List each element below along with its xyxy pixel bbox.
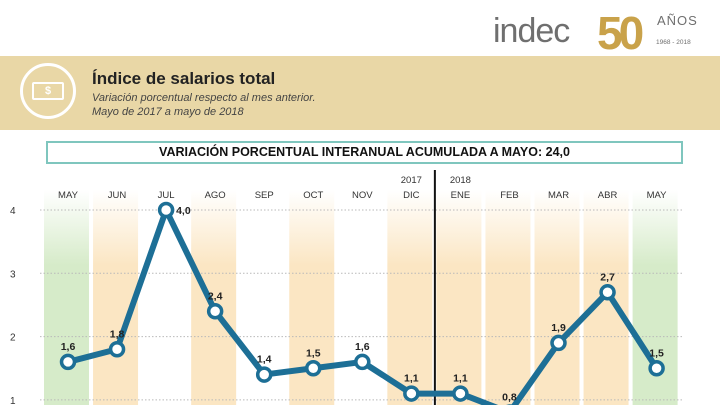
column-background-10 xyxy=(534,190,580,405)
x-tick-label: MAY xyxy=(58,190,79,201)
x-tick-label: MAY xyxy=(647,190,668,201)
data-label: 1,6 xyxy=(61,341,76,353)
data-label: 1,4 xyxy=(257,354,272,366)
chart-period: Mayo de 2017 a mayo de 2018 xyxy=(92,106,244,118)
y-tick-label: 4 xyxy=(10,206,16,217)
data-point xyxy=(403,385,420,402)
data-label: 0,8 xyxy=(502,392,517,404)
data-label: 1,8 xyxy=(110,328,125,340)
x-tick-label: FEB xyxy=(500,190,518,201)
x-tick-label: JUL xyxy=(158,190,175,201)
year-label: 2018 xyxy=(450,175,471,186)
data-label: 1,5 xyxy=(306,347,321,359)
x-tick-label: SEP xyxy=(255,190,274,201)
data-point xyxy=(157,201,175,219)
data-point xyxy=(452,385,469,402)
x-tick-label: NOV xyxy=(352,190,373,201)
data-label: 1,6 xyxy=(355,341,370,353)
data-point xyxy=(599,284,616,301)
x-tick-label: ENE xyxy=(451,190,471,201)
column-background-3 xyxy=(191,190,237,405)
data-label: 4,0 xyxy=(176,205,191,217)
accumulated-variation-banner: VARIACIÓN PORCENTUAL INTERANUAL ACUMULAD… xyxy=(46,141,683,164)
data-point xyxy=(648,360,665,377)
top-bar: indec 50 AÑOS 1968 - 2018 xyxy=(0,0,720,59)
data-label: 1,5 xyxy=(649,347,664,359)
data-label: 1,1 xyxy=(453,373,468,385)
anniversary-logo-number: 50 xyxy=(597,7,644,59)
data-point xyxy=(108,341,126,358)
x-tick-label: JUN xyxy=(108,190,127,201)
data-label: 1,9 xyxy=(551,322,566,334)
column-background-9 xyxy=(485,190,531,405)
anniversary-logo-years: 1968 - 2018 xyxy=(656,39,691,46)
x-tick-label: DIC xyxy=(403,190,420,201)
chart-subtitle: Variación porcentual respecto al mes ant… xyxy=(92,92,316,104)
x-tick-label: AGO xyxy=(205,190,226,201)
data-label: 2,7 xyxy=(600,271,615,283)
data-label: 2,4 xyxy=(208,290,223,302)
indec-logo: indec xyxy=(493,12,570,50)
y-tick-label: 1 xyxy=(10,396,16,405)
column-background-1 xyxy=(93,190,139,405)
money-icon-circle xyxy=(20,63,76,119)
column-background-8 xyxy=(436,190,482,405)
x-tick-label: ABR xyxy=(598,190,618,201)
column-background-7 xyxy=(387,190,433,405)
data-point xyxy=(305,360,322,377)
y-tick-label: 3 xyxy=(10,269,16,280)
data-point xyxy=(354,353,371,371)
anniversary-logo-word: AÑOS xyxy=(657,13,698,28)
data-label: 1,1 xyxy=(404,373,419,385)
data-point xyxy=(59,353,77,371)
x-tick-label: MAR xyxy=(548,190,569,201)
header-band xyxy=(0,56,720,130)
column-background-0 xyxy=(44,190,89,405)
year-label: 2017 xyxy=(401,175,422,186)
x-tick-label: OCT xyxy=(303,190,323,201)
salary-index-line-chart: 1 2 3 4 2017 2018 MAY JUN JUL AGO SEP OCT NOV DIC ENE F… xyxy=(10,170,684,405)
data-point xyxy=(550,334,567,352)
money-bill-icon: $ xyxy=(32,82,64,100)
data-point xyxy=(255,366,273,383)
data-point xyxy=(206,303,224,320)
y-tick-label: 2 xyxy=(10,333,16,344)
chart-title: Índice de salarios total xyxy=(92,69,276,88)
